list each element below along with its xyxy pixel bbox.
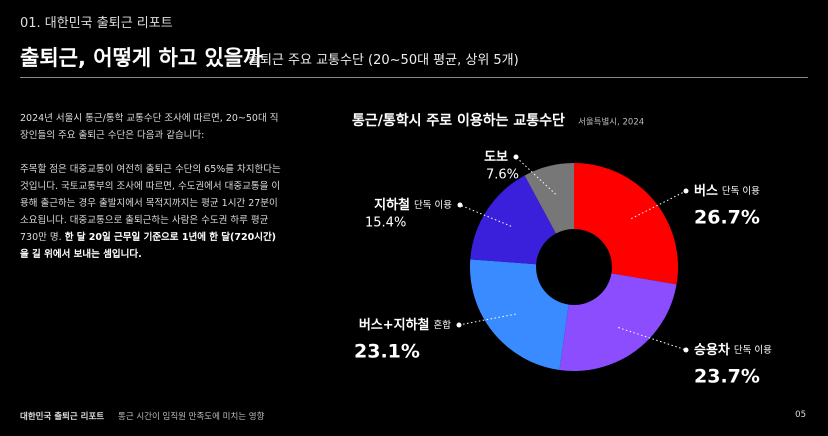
chart-subtitle: 서울특별시, 2024 (578, 117, 644, 128)
bold-text: 한 달 20일 근무일 기준으로 1년에 한 달(720시간)을 길 위에서 보… (20, 232, 277, 260)
category-label: 승용차 단독 이용 (694, 342, 772, 358)
donut-segment (469, 259, 569, 370)
leader-dot (683, 347, 689, 353)
category-detail: 혼합 (434, 319, 452, 331)
value-label: 15.4% (365, 216, 406, 231)
footer-report: 대한민국 출퇴근 리포트 (20, 412, 105, 422)
category-detail: 단독 이용 (722, 186, 760, 197)
category-label: 도보 (484, 150, 508, 165)
value-label: 23.1% (354, 341, 420, 363)
donut-segment (559, 273, 677, 371)
divider (20, 77, 808, 78)
chart-title: 통근/통학시 주로 이용하는 교통수단 (352, 112, 565, 129)
leader-line (458, 313, 516, 326)
slide-subtitle: 출퇴근 주요 교통수단 (20~50대 평균, 상위 5개) (248, 53, 519, 68)
donut-segment (470, 175, 556, 265)
paragraph: 주목할 점은 대중교통이 여전히 출퇴근 수단의 65%를 차지한다는 것입니다… (20, 161, 282, 263)
leader-dot (456, 322, 462, 328)
value-label: 23.7% (694, 366, 760, 388)
page-number: 05 (795, 410, 806, 420)
section-label: 01. 대한민국 출퇴근 리포트 (20, 16, 173, 31)
category-label: 버스 단독 이용 (694, 183, 760, 199)
text: 주목할 점은 대중교통이 여전히 출퇴근 수단의 65%를 차지한다는 것입니다… (20, 164, 281, 243)
body-text: 2024년 서울시 통근/통학 교통수단 조사에 따르면, 20~50대 직장인… (20, 110, 282, 280)
text: 2024년 서울시 통근/통학 교통수단 조사에 따르면, 20~50대 직장인… (20, 113, 279, 141)
footer-topic: 통근 시간이 임직원 만족도에 미치는 영향 (118, 412, 265, 422)
category-name: 버스+지하철 (359, 317, 430, 333)
category-detail: 단독 이용 (734, 345, 772, 356)
leader-dot (513, 154, 519, 160)
leader-dot (683, 188, 689, 194)
category-name: 버스 (694, 183, 718, 199)
value-label: 26.7% (694, 207, 760, 229)
paragraph: 2024년 서울시 통근/통학 교통수단 조사에 따르면, 20~50대 직장인… (20, 110, 282, 144)
category-detail: 단독 이용 (414, 200, 452, 211)
category-label: 버스+지하철 혼합 (359, 317, 451, 333)
category-name: 도보 (484, 150, 508, 165)
leader-line (459, 204, 512, 227)
category-name: 승용차 (694, 342, 730, 358)
value-label: 7.6% (486, 168, 519, 183)
category-label: 지하철 단독 이용 (374, 197, 452, 213)
leader-line (515, 156, 556, 195)
leader-dot (457, 202, 463, 208)
donut-segment (524, 163, 574, 234)
slide-title: 출퇴근, 어떻게 하고 있을까 (20, 46, 263, 70)
donut-segment (574, 163, 678, 285)
category-name: 지하철 (374, 197, 410, 213)
